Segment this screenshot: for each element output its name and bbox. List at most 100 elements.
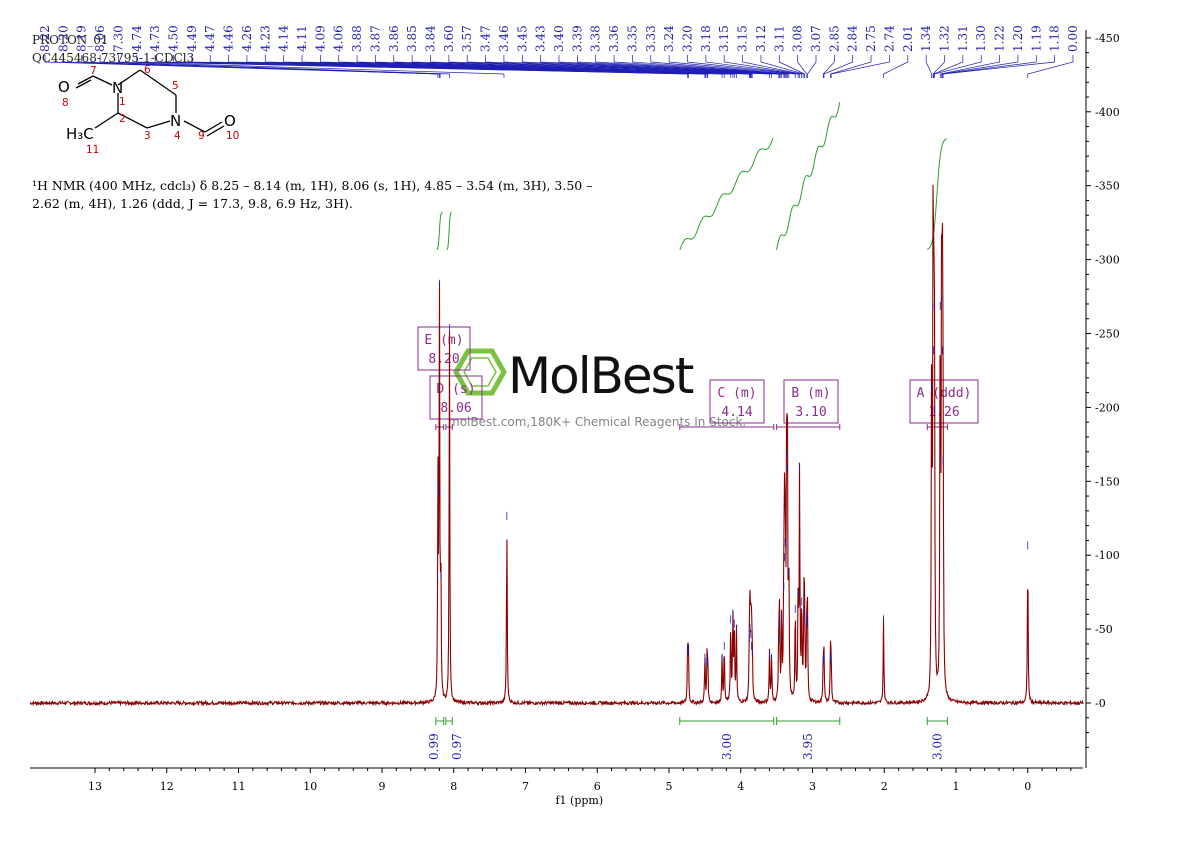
chemical-structure: O N N O H₃C 1 2 3 4 5 6 7 8 9 10 11 xyxy=(58,64,239,156)
peak-label: 3.07 xyxy=(809,25,823,52)
atom-number-4: 4 xyxy=(174,130,181,142)
peak-label-leader xyxy=(1027,55,1074,78)
peak-label: 3.15 xyxy=(717,25,731,52)
atom-number-3: 3 xyxy=(144,130,151,142)
x-tick-label: 0 xyxy=(1024,780,1031,793)
integral-curve xyxy=(446,211,452,251)
y-tick-label: -200 xyxy=(1095,401,1120,414)
multiplet-frame xyxy=(709,379,765,424)
peak-label: 3.85 xyxy=(405,25,419,52)
integral-value: 3.00 xyxy=(930,733,944,760)
peak-label-leader xyxy=(760,55,805,78)
multiplet-name: B (m) xyxy=(791,386,830,401)
peak-label-leader xyxy=(430,55,753,78)
x-tick-label: 6 xyxy=(594,780,601,793)
atom-number-6: 6 xyxy=(144,64,151,76)
peak-label: 3.08 xyxy=(791,25,805,52)
peak-label-leader xyxy=(154,55,689,78)
multiplet-box-d: D (s) 8.06 xyxy=(429,375,483,430)
integral-value: 3.95 xyxy=(801,733,815,760)
y-tick-label: -150 xyxy=(1095,475,1120,488)
integral-curve xyxy=(436,211,443,251)
peak-label-leader xyxy=(822,55,835,78)
peak-label: 8.20 xyxy=(56,25,70,52)
peak-label: 1.19 xyxy=(1029,25,1043,52)
peak-label: 8.22 xyxy=(38,25,52,52)
x-tick-label: 4 xyxy=(737,780,744,793)
y-tick-label: -350 xyxy=(1095,180,1120,193)
peak-label: 2.84 xyxy=(846,25,860,52)
peak-label-leader xyxy=(939,55,1000,78)
atom-oxygen-8: O xyxy=(58,78,70,96)
atom-number-5: 5 xyxy=(172,80,179,92)
multiplet-name: C (m) xyxy=(717,386,756,401)
y-tick-label: -50 xyxy=(1095,623,1113,636)
atom-number-8: 8 xyxy=(62,97,69,109)
peak-label-leader xyxy=(577,55,785,78)
y-tick-label: -400 xyxy=(1095,106,1120,119)
atom-nitrogen-1: N xyxy=(112,79,123,97)
integral-curve xyxy=(927,138,947,250)
multiplet-shift: 1.26 xyxy=(928,405,959,420)
peak-label-leader xyxy=(668,55,796,78)
peak-label: 3.60 xyxy=(442,25,456,52)
multiplet-name: A (ddd) xyxy=(917,386,972,401)
atom-number-10: 10 xyxy=(226,130,239,142)
peak-label: 1.31 xyxy=(956,25,970,52)
x-tick-label: 1 xyxy=(953,780,960,793)
peak-label-leader xyxy=(521,55,781,78)
peak-label-leader xyxy=(705,55,800,78)
peak-label: 4.11 xyxy=(295,25,309,52)
peak-label: 4.14 xyxy=(277,25,291,52)
peak-label-leader xyxy=(118,55,505,78)
multiplet-shift: 3.10 xyxy=(795,405,826,420)
peak-label: 3.36 xyxy=(607,25,621,52)
peak-label: 1.20 xyxy=(1011,25,1025,52)
nmr-description-line2: 2.62 (m, 4H), 1.26 (ddd, J = 17.3, 9.8, … xyxy=(32,196,353,211)
peak-label: 1.32 xyxy=(938,25,952,52)
spectrum-trace xyxy=(29,184,1084,707)
peak-label: 2.75 xyxy=(864,25,878,52)
peak-label: 3.18 xyxy=(699,25,713,52)
peak-label-leader xyxy=(632,55,788,78)
peak-label: 4.49 xyxy=(185,25,199,52)
peak-label: 3.43 xyxy=(534,25,548,52)
watermark-brand: MolBest xyxy=(508,347,694,405)
peak-label-leader xyxy=(932,55,945,78)
peak-label: 3.33 xyxy=(644,25,658,52)
peak-label-leader xyxy=(823,55,854,78)
peak-label: 3.47 xyxy=(479,25,493,52)
peak-label-leader xyxy=(883,55,909,78)
atom-number-2: 2 xyxy=(119,113,126,125)
peak-label-leader xyxy=(941,55,1019,78)
peak-label-leader xyxy=(942,55,1055,78)
peak-label: 2.01 xyxy=(901,25,915,52)
peak-label: 1.34 xyxy=(919,25,933,52)
sample-header-line1: PROTON_01 xyxy=(32,33,109,47)
peak-label: 4.46 xyxy=(222,25,236,52)
peak-label-leader xyxy=(687,55,799,78)
peak-label: 4.50 xyxy=(167,25,181,52)
peak-label: 7.30 xyxy=(111,25,125,52)
peak-label-leader xyxy=(540,55,782,78)
peak-label: 0.00 xyxy=(1066,25,1080,52)
peak-label-leader xyxy=(797,55,808,78)
multiplet-name: D (s) xyxy=(436,382,475,397)
peak-label-leader xyxy=(411,55,752,78)
peak-label: 1.30 xyxy=(974,25,988,52)
peak-label-leader xyxy=(558,55,785,78)
y-tick-label: -0 xyxy=(1095,697,1106,710)
peak-label: 3.40 xyxy=(552,25,566,52)
peak-label-leader xyxy=(228,55,709,78)
integral-value: 0.99 xyxy=(427,733,441,760)
peak-label-leader xyxy=(81,55,441,78)
peak-label-leader xyxy=(723,55,803,78)
peak-label: 3.35 xyxy=(625,25,639,52)
y-tick-label: -300 xyxy=(1095,254,1120,267)
peak-label: 2.74 xyxy=(882,25,896,52)
peak-label-leader xyxy=(338,55,737,78)
multiplet-shift: 4.14 xyxy=(721,405,752,420)
peak-label-leader xyxy=(830,55,890,78)
peak-label: 3.15 xyxy=(736,25,750,52)
multiplet-box-c: C (m) 4.14 xyxy=(679,379,775,430)
